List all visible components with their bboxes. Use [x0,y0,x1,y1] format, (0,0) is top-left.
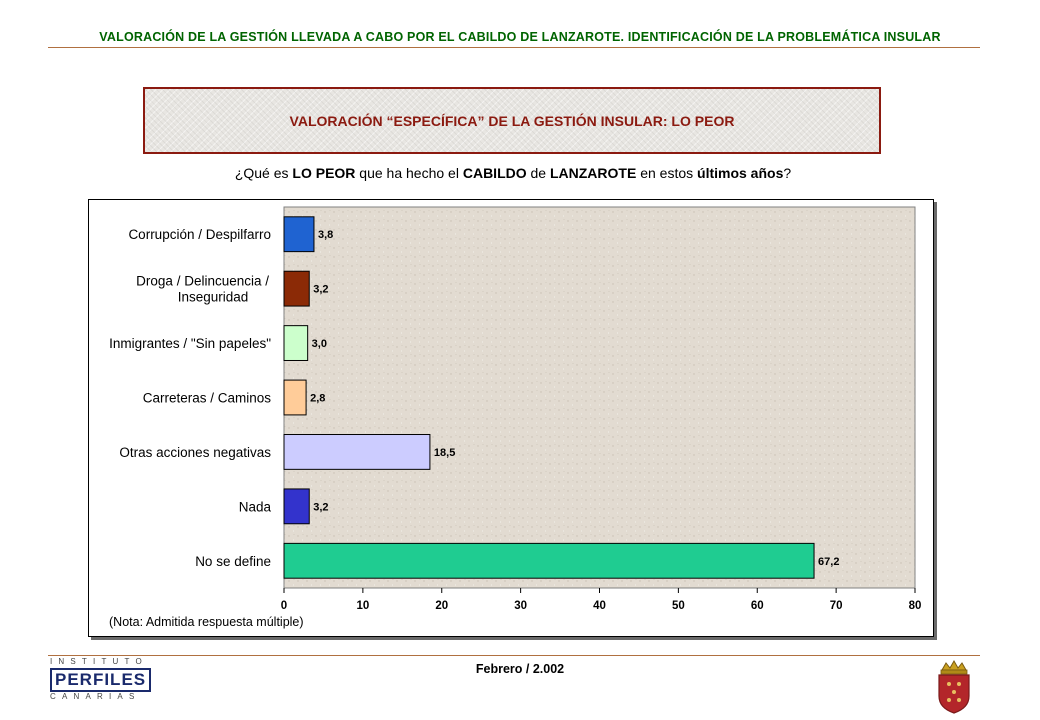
x-tick-label: 20 [435,600,448,612]
header-rule [48,47,980,48]
question-bold: LO PEOR [292,165,356,181]
category-label: Otras acciones negativas [119,445,271,460]
data-label: 18,5 [434,447,455,459]
x-tick-label: 50 [672,600,685,612]
logo-bottom-text: CANARIAS [50,692,141,701]
question-bold: CABILDO [462,165,527,181]
x-tick-label: 40 [593,600,606,612]
data-label: 67,2 [818,556,839,568]
bar [283,216,315,253]
bar [283,488,310,525]
category-label: Corrupción / Despilfarro [128,227,271,242]
page-header: VALORACIÓN DE LA GESTIÓN LLEVADA A CABO … [99,30,941,44]
plot-area [283,206,916,589]
bar [283,325,309,361]
perfiles-logo: INSTITUTO PERFILES CANARIAS [50,657,154,703]
footer-date: Febrero / 2.002 [475,662,565,676]
data-label: 2,8 [310,393,325,405]
bar [283,542,815,579]
title-box: VALORACIÓN “ESPECÍFICA” DE LA GESTIÓN IN… [143,87,881,154]
footer-rule [48,655,980,656]
chart-title: VALORACIÓN “ESPECÍFICA” DE LA GESTIÓN IN… [289,112,735,129]
x-tick-label: 70 [830,600,843,612]
logo-top-text: INSTITUTO [50,657,148,666]
bar [283,434,431,470]
bar [283,379,307,416]
category-label: Nada [239,499,272,514]
coat-of-arms-icon [938,660,970,714]
category-label: No se define [195,554,271,569]
category-label-line: Droga / Delincuencia / [136,274,269,289]
data-label: 3,8 [318,229,333,241]
question-bold: LANZAROTE [549,165,637,181]
x-tick-label: 10 [356,600,369,612]
x-tick-label: 0 [281,600,287,612]
x-tick-label: 80 [909,600,922,612]
data-label: 3,2 [313,501,328,513]
data-label: 3,2 [313,284,328,296]
question-part: ? [783,165,792,181]
chart-note: (Nota: Admitida respuesta múltiple) [109,615,304,629]
category-label: Carreteras / Caminos [143,391,272,406]
question-part: que ha hecho el [355,165,463,181]
chart-frame: 3,8 Corrupción / Despilfarro 3,2 Droga / De… [88,199,934,637]
question-text: ¿Qué es LO PEOR que ha hecho el CABILDO … [0,165,1026,181]
category-label: Inmigrantes / "Sin papeles" [109,336,271,351]
category-label: Droga / Delincuencia / Inseguridad [136,274,269,305]
x-tick-label: 30 [514,600,527,612]
question-part: de [526,165,550,181]
data-label: 3,0 [312,338,327,350]
logo-main-text: PERFILES [50,668,152,692]
question-part: en estos [636,165,698,181]
category-label-line: Inseguridad [178,290,249,305]
bar-chart: 3,8 Corrupción / Despilfarro 3,2 Droga / De… [109,206,922,629]
x-tick-label: 60 [751,600,764,612]
bar [283,270,310,307]
question-part: ¿Qué es [234,165,293,181]
question-bold: últimos años [697,165,784,181]
